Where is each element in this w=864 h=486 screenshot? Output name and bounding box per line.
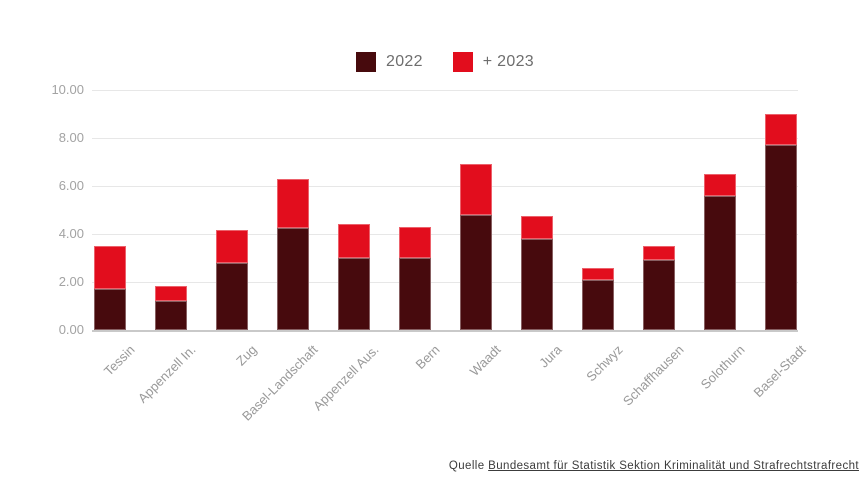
gridline-y-6 xyxy=(92,186,798,187)
bar-segment-2022-appenzell-in- xyxy=(155,301,187,330)
chart-legend: 2022 + 2023 xyxy=(92,52,798,72)
x-axis-label-basel-stadt: Basel-Stadt xyxy=(750,342,809,401)
y-axis-tick-label: 4.00 xyxy=(58,226,84,241)
bar-segment-2022-schaffhausen xyxy=(643,260,675,330)
y-axis-tick-label: 10.00 xyxy=(51,82,84,97)
legend-label-2023: + 2023 xyxy=(482,53,534,70)
bar-segment-2023-schaffhausen xyxy=(643,246,675,261)
x-axis-label-waadt: Waadt xyxy=(466,342,504,379)
gridline-y-0 xyxy=(92,330,798,332)
x-axis-label-tessin: Tessin xyxy=(100,342,138,379)
bar-segment-2022-jura xyxy=(521,238,553,330)
gridline-y-10 xyxy=(92,90,798,91)
source-prefix: Quelle xyxy=(448,460,485,472)
y-axis-tick-label: 8.00 xyxy=(58,130,84,145)
bar-segment-2023-basel-stadt xyxy=(765,114,797,146)
legend-swatch-2023 xyxy=(452,52,473,72)
bar-segment-2023-waadt xyxy=(460,164,492,215)
x-axis-label-bern: Bern xyxy=(412,342,443,373)
bar-segment-2023-bern xyxy=(399,226,431,258)
gridline-y-2 xyxy=(92,282,798,283)
x-axis-label-zug: Zug xyxy=(233,342,260,369)
bar-segment-2023-appenzell-aus- xyxy=(338,224,370,258)
legend-label-2022: 2022 xyxy=(386,53,423,70)
x-axis-label-schaffhausen: Schaffhausen xyxy=(619,342,687,409)
x-axis-label-schwyz: Schwyz xyxy=(583,342,626,385)
gridline-y-8 xyxy=(92,138,798,139)
bar-segment-2023-solothurn xyxy=(704,174,736,196)
x-axis-label-solothurn: Solothurn xyxy=(697,342,748,392)
bar-segment-2022-zug xyxy=(216,262,248,330)
y-axis-tick-label: 2.00 xyxy=(58,274,84,289)
legend-item-2022: 2022 xyxy=(356,52,423,72)
source-caption: Quelle Bundesamt für Statistik Sektion K… xyxy=(449,460,859,472)
x-axis-label-appenzell-aus-: Appenzell Aus. xyxy=(310,342,382,414)
bar-segment-2023-zug xyxy=(216,230,248,263)
bar-segment-2022-bern xyxy=(399,258,431,330)
x-axis-label-appenzell-in-: Appenzell In. xyxy=(134,342,199,406)
bar-segment-2022-solothurn xyxy=(704,195,736,330)
bar-segment-2022-waadt xyxy=(460,214,492,330)
bar-segment-2022-schwyz xyxy=(582,279,614,330)
y-axis-tick-label: 6.00 xyxy=(58,178,84,193)
bar-segment-2022-basel-stadt xyxy=(765,145,797,330)
y-axis-tick-label: 0.00 xyxy=(58,322,84,337)
gridline-y-4 xyxy=(92,234,798,235)
x-axis-label-jura: Jura xyxy=(536,342,565,371)
bar-segment-2023-jura xyxy=(521,216,553,239)
bar-segment-2022-basel-landschaft xyxy=(277,228,309,330)
bar-segment-2023-appenzell-in- xyxy=(155,285,187,302)
bar-segment-2023-schwyz xyxy=(582,267,614,280)
legend-item-2023: + 2023 xyxy=(452,52,534,72)
legend-swatch-2022 xyxy=(356,52,376,72)
bar-segment-2023-tessin xyxy=(94,246,126,290)
bar-segment-2022-appenzell-aus- xyxy=(338,258,370,330)
bar-segment-2022-tessin xyxy=(94,289,126,330)
source-link[interactable]: Bundesamt für Statistik Sektion Kriminal… xyxy=(488,460,859,472)
bar-segment-2023-basel-landschaft xyxy=(277,178,309,228)
